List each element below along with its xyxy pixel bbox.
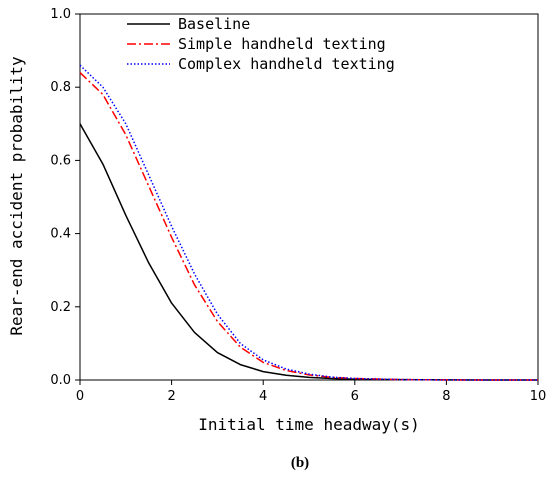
- panel-label: (b): [291, 455, 309, 471]
- series-line-baseline: [79, 123, 538, 381]
- series-layer: [79, 64, 538, 381]
- x-axis-title: Initial time headway(s): [198, 415, 420, 434]
- legend-label: Complex handheld texting: [178, 55, 395, 73]
- x-tick-label: 0: [76, 389, 84, 404]
- x-tick-label: 10: [530, 389, 547, 404]
- y-tick-label: 0.0: [50, 373, 71, 388]
- legend: Baseline Simple handheld texting Complex h…: [127, 15, 395, 73]
- x-tick-label: 6: [351, 389, 359, 404]
- y-tick-label: 0.8: [50, 80, 71, 95]
- series-line-simple-handheld-texting: [79, 72, 538, 381]
- y-tick-label: 0.6: [50, 153, 71, 168]
- plot-area: 0 2 4 6 8 10 0.0 0.2 0.4 0.6 0.8 1.0: [50, 7, 546, 404]
- plot-frame: [79, 13, 539, 381]
- y-axis-title: Rear-end accident probability: [7, 56, 26, 336]
- x-tick-label: 8: [442, 389, 450, 404]
- legend-label: Baseline: [178, 15, 250, 33]
- y-tick-label: 0.2: [50, 300, 71, 315]
- series-line-complex-handheld-texting: [79, 64, 538, 381]
- x-tick-label: 2: [167, 389, 175, 404]
- y-tick-label: 1.0: [50, 7, 71, 22]
- x-tick-label: 4: [259, 389, 267, 404]
- y-tick-label: 0.4: [50, 227, 71, 242]
- legend-label: Simple handheld texting: [178, 35, 386, 53]
